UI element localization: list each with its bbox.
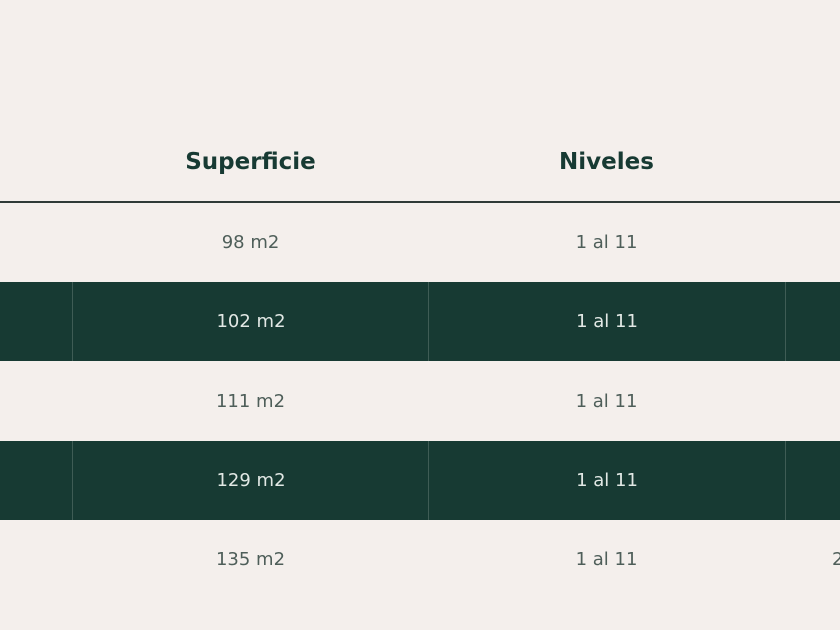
header-divider (0, 201, 840, 203)
table-cell: 1 al 11 (428, 282, 785, 362)
table-cell: 135 m2 (215, 549, 286, 571)
column-header: Superficie (185, 149, 316, 175)
table-cell-divider (785, 282, 840, 362)
table-cell: 102 m2 (72, 282, 429, 362)
table-cell: 111 m2 (215, 390, 286, 412)
table-cell: 1 al 11 (575, 232, 638, 253)
table-row: 102 m2 1 al 11 (0, 282, 840, 362)
table-row: 135 m2 1 al 11 2 (0, 520, 840, 599)
table-cell: 1 al 11 (575, 390, 638, 412)
table-cell: 129 m2 (72, 440, 429, 520)
table-cell: 2 (832, 549, 840, 571)
table-cell-divider (785, 440, 840, 520)
table-row: 129 m2 1 al 11 (0, 440, 840, 520)
table-row: 111 m2 1 al 11 (0, 362, 840, 441)
table-cell: 1 al 11 (428, 440, 785, 520)
table-cell: 1 al 11 (575, 549, 638, 571)
column-header: Niveles (559, 149, 654, 175)
table-cell: 98 m2 (221, 232, 280, 253)
table-row: 98 m2 1 al 11 (0, 203, 840, 282)
